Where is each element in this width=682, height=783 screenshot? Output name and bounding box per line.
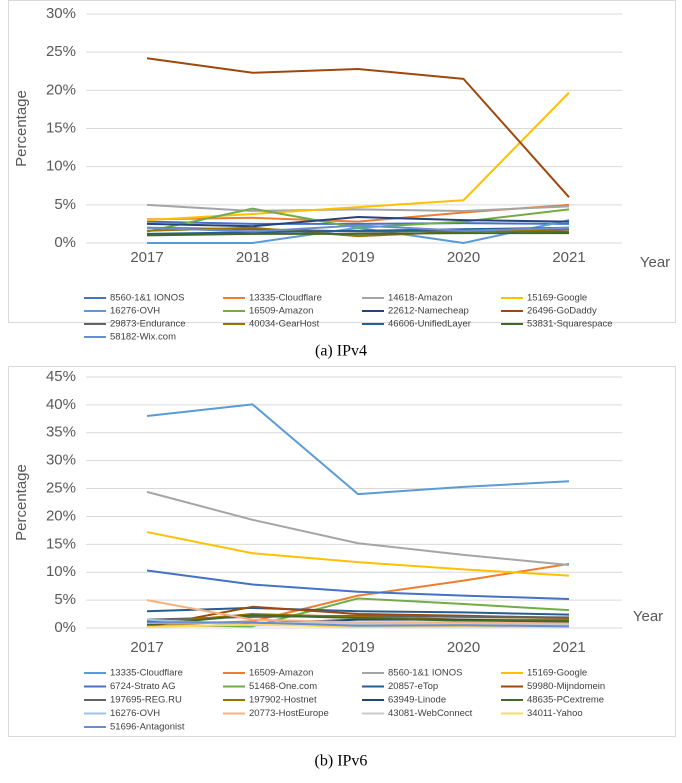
legend-label: 58182-Wix.com: [110, 332, 176, 343]
series-line: [146, 226, 570, 238]
y-tick-label: 5%: [54, 591, 76, 608]
series-line: [146, 232, 569, 237]
x-tick-label: 2020: [447, 249, 480, 266]
legend-label: 197902-Hostnet: [249, 695, 317, 706]
legend-label: 13335-Cloudflare: [249, 293, 322, 304]
chart-border: [8, 0, 676, 323]
x-axis-title: Year: [640, 254, 670, 271]
x-tick-label: 2018: [236, 249, 269, 266]
y-tick-label: 0%: [54, 619, 76, 636]
series-line: [146, 226, 570, 235]
series-line: [146, 606, 570, 616]
legend-label: 59980-Mijndomein: [527, 681, 605, 692]
legend-label: 40034-GearHost: [249, 319, 320, 330]
legend-label: 53831-Squarespace: [527, 319, 613, 330]
legend-label: 8560-1&1 IONOS: [110, 293, 184, 304]
legend-label: 51696-Antagonist: [110, 722, 185, 733]
y-tick-label: 5%: [54, 196, 76, 213]
legend-label: 8560-1&1 IONOS: [388, 668, 462, 679]
y-tick-label: 35%: [46, 424, 76, 441]
series-line: [147, 621, 570, 628]
legend-label: 15169-Google: [527, 668, 587, 679]
x-tick-label: 2021: [552, 249, 585, 266]
y-tick-label: 30%: [46, 452, 76, 469]
y-axis-title: Percentage: [13, 90, 30, 167]
legend-label: 14618-Amazon: [388, 293, 452, 304]
x-tick-label: 2017: [130, 639, 163, 656]
legend-label: 48635-PCextreme: [527, 695, 604, 706]
series-line: [146, 569, 570, 600]
chart-border: [8, 366, 676, 737]
y-tick-label: 30%: [46, 5, 76, 22]
series-line: [146, 531, 570, 577]
legend-label: 16276-OVH: [110, 306, 160, 317]
caption: (a) IPv4: [315, 343, 367, 360]
y-tick-label: 20%: [46, 507, 76, 524]
series-line: [146, 403, 570, 496]
y-tick-label: 10%: [46, 158, 76, 175]
series-line: [146, 203, 570, 212]
x-tick-label: 2017: [130, 249, 163, 266]
legend-label: 29873-Endurance: [110, 319, 186, 330]
legend-label: 16276-OVH: [110, 708, 160, 719]
caption: (b) IPv6: [315, 753, 368, 770]
y-tick-label: 15%: [46, 535, 76, 552]
y-tick-label: 0%: [54, 234, 76, 251]
y-axis-title: Percentage: [13, 464, 30, 541]
series-line: [146, 614, 570, 626]
legend-label: 51468-One.com: [249, 681, 317, 692]
y-tick-label: 45%: [46, 368, 76, 385]
legend-label: 6724-Strato AG: [110, 681, 175, 692]
x-tick-label: 2019: [341, 639, 374, 656]
y-tick-label: 15%: [46, 119, 76, 136]
legend-label: 13335-Cloudflare: [110, 668, 183, 679]
x-tick-label: 2018: [236, 639, 269, 656]
legend-label: 63949-Linode: [388, 695, 446, 706]
legend-label: 16509-Amazon: [249, 668, 313, 679]
legend-label: 15169-Google: [527, 293, 587, 304]
legend-label: 197695-REG.RU: [110, 695, 182, 706]
legend-label: 16509-Amazon: [249, 306, 313, 317]
series-line: [146, 91, 570, 222]
legend-label: 34011-Yahoo: [527, 708, 583, 719]
legend-label: 20857-eTop: [388, 681, 438, 692]
legend-label: 26496-GoDaddy: [527, 306, 597, 317]
legend-label: 43081-WebConnect: [388, 708, 473, 719]
series-line: [146, 490, 570, 566]
x-tick-label: 2019: [341, 249, 374, 266]
series-line: [146, 216, 570, 228]
x-tick-label: 2021: [552, 639, 585, 656]
series-line: [146, 207, 570, 233]
legend-label: 46606-UnifiedLayer: [388, 319, 471, 330]
legend-label: 22612-Namecheap: [388, 306, 469, 317]
series-line: [146, 220, 570, 225]
series-line: [146, 224, 570, 233]
y-tick-label: 40%: [46, 396, 76, 413]
y-tick-label: 20%: [46, 81, 76, 98]
legend-label: 20773-HostEurope: [249, 708, 329, 719]
x-axis-title: Year: [633, 608, 663, 625]
y-tick-label: 25%: [46, 43, 76, 60]
y-tick-label: 25%: [46, 480, 76, 497]
y-tick-label: 10%: [46, 563, 76, 580]
x-tick-label: 2020: [447, 639, 480, 656]
series-line: [146, 57, 570, 198]
series-line: [146, 599, 570, 625]
